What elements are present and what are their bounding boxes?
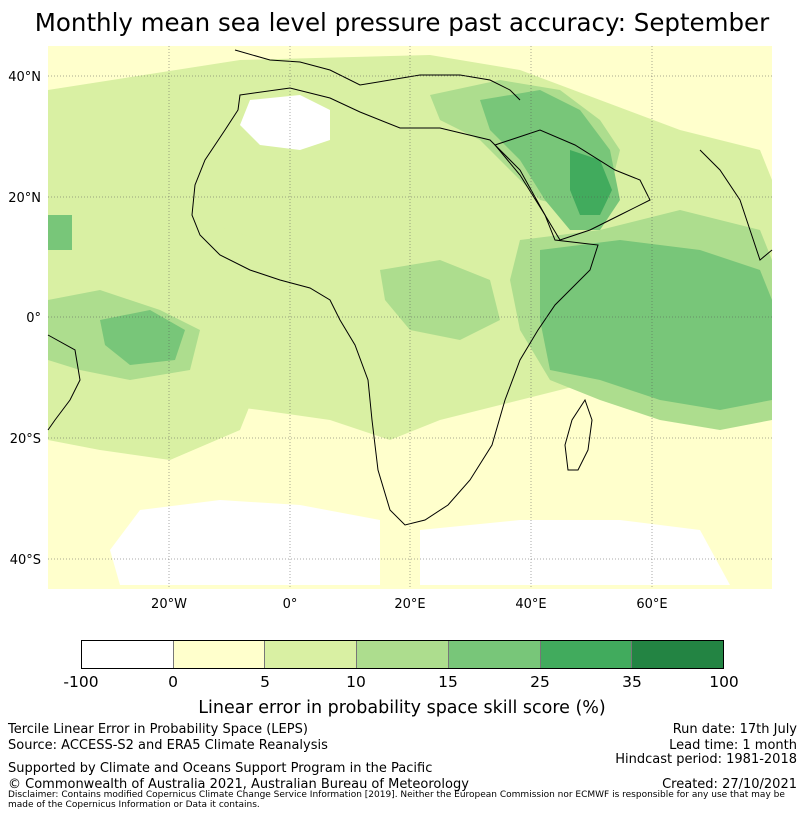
region-arabian-sea xyxy=(540,240,772,410)
footer-disclaimer: Disclaimer: Contains modified Copernicus… xyxy=(8,790,785,810)
region-red-sea-core xyxy=(570,150,612,215)
colorbar-tick: 15 xyxy=(438,673,458,691)
footer-run-date: Run date: 17th July xyxy=(672,722,797,737)
colorbar-segment xyxy=(173,641,266,668)
madagascar-coastline xyxy=(564,398,593,471)
colorbar-tick: 10 xyxy=(346,673,366,691)
colorbar xyxy=(81,640,724,669)
colorbar-tick: 100 xyxy=(709,673,739,691)
colorbar-segment xyxy=(540,641,633,668)
region-sahara-white xyxy=(240,95,330,150)
lat-label: 0° xyxy=(26,311,41,326)
lon-label: 20°W xyxy=(151,597,187,612)
africa-coastline xyxy=(191,87,599,526)
south-america-coastline xyxy=(47,334,81,431)
colorbar-tick: 0 xyxy=(168,673,178,691)
india-coastline xyxy=(699,149,773,261)
lat-labels: 40°N 20°N 0° 20°S 40°S xyxy=(8,70,41,568)
colorbar-segment xyxy=(448,641,541,668)
lat-label: 20°N xyxy=(8,191,41,206)
footer-method: Tercile Linear Error in Probability Spac… xyxy=(8,722,308,737)
region-south-white xyxy=(110,500,380,585)
map-title: Monthly mean sea level pressure past acc… xyxy=(34,8,770,37)
region-west-coast xyxy=(48,215,72,250)
footer-support: Supported by Climate and Oceans Support … xyxy=(8,761,433,776)
footer-hindcast: Hindcast period: 1981-2018 xyxy=(615,752,797,767)
lat-label: 40°S xyxy=(10,553,41,568)
colorbar-tick: -100 xyxy=(63,673,99,691)
colorbar-segment xyxy=(265,641,358,668)
lon-label: 0° xyxy=(283,597,298,612)
lat-label: 40°N xyxy=(8,70,41,85)
colorbar-segment xyxy=(632,641,724,668)
colorbar-tick: 5 xyxy=(260,673,270,691)
lon-label: 60°E xyxy=(636,597,667,612)
lon-labels: 20°W 0° 20°E 40°E 60°E xyxy=(151,597,668,612)
footer-copyright: © Commonwealth of Australia 2021, Austra… xyxy=(8,777,469,792)
colorbar-tick: 35 xyxy=(622,673,642,691)
skill-score-map: 40°N 20°N 0° 20°S 40°S 20°W 0° 20°E 40°E… xyxy=(8,46,773,612)
footer-source: Source: ACCESS-S2 and ERA5 Climate Reana… xyxy=(8,738,328,753)
region-south-east-white xyxy=(420,520,730,585)
colorbar-tick: 25 xyxy=(530,673,550,691)
graticule xyxy=(48,46,772,589)
colorbar-label: Linear error in probability space skill … xyxy=(198,698,606,718)
colorbar-segment xyxy=(82,641,174,668)
region-gulf-atlantic xyxy=(100,310,185,365)
arabia-coastline xyxy=(494,129,651,241)
colorbar-segment xyxy=(357,641,449,668)
lon-label: 20°E xyxy=(394,597,425,612)
footer-lead-time: Lead time: 1 month xyxy=(669,738,797,753)
lat-label: 20°S xyxy=(10,432,41,447)
lon-label: 40°E xyxy=(515,597,546,612)
footer-created: Created: 27/10/2021 xyxy=(662,777,797,792)
